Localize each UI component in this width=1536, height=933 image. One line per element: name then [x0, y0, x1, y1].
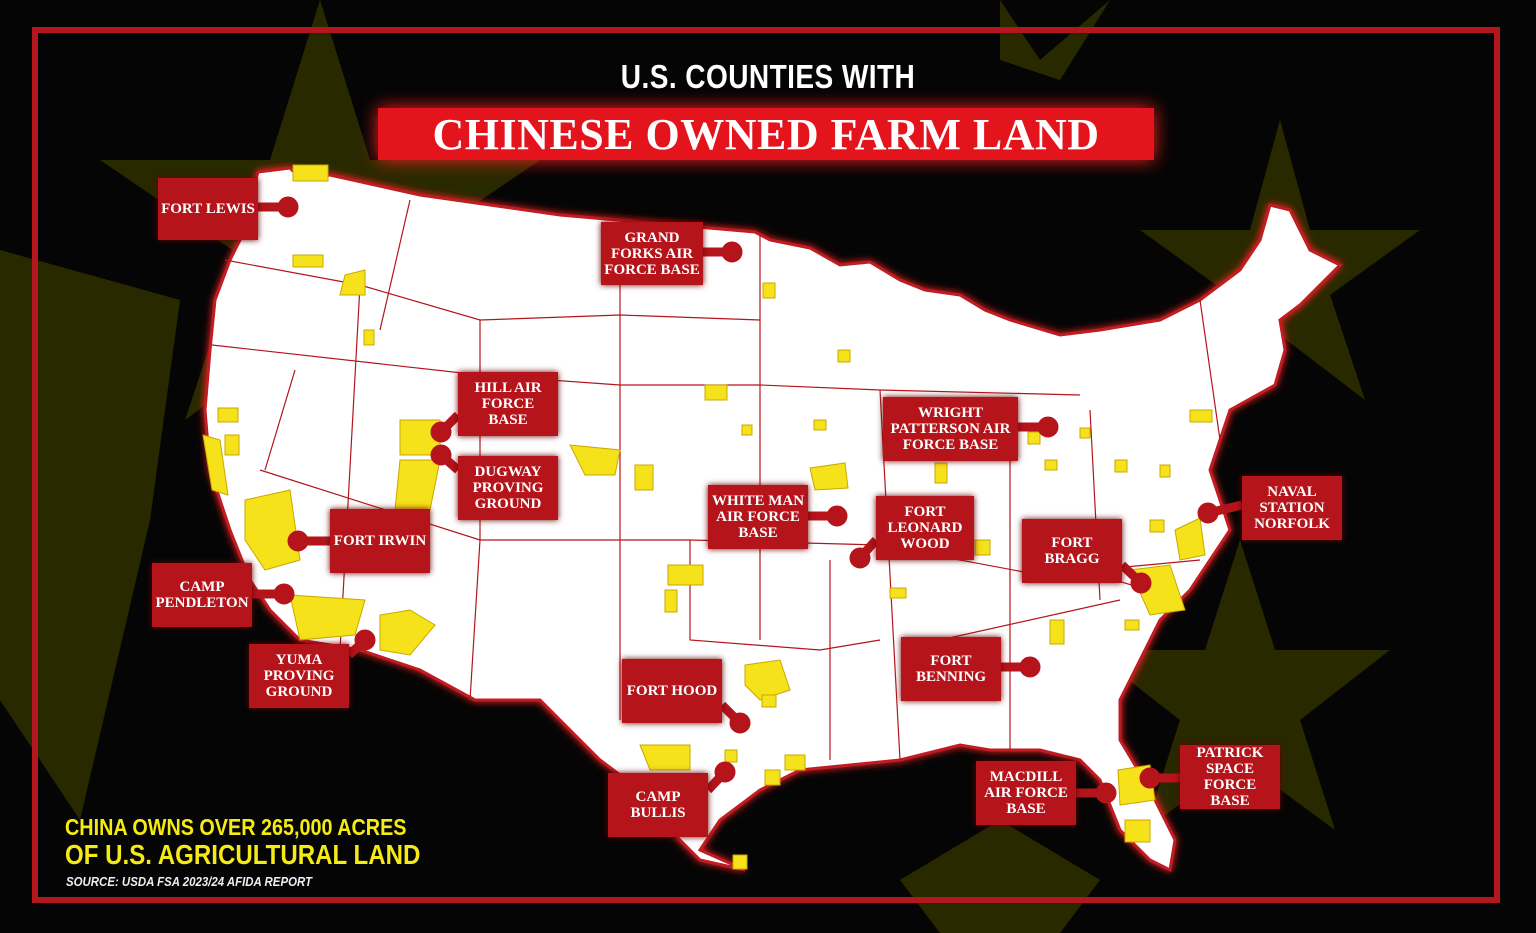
- subtitle: U.S. COUNTIES WITH: [620, 58, 916, 95]
- callout-fort-leonard-wood: FORT LEONARD WOOD: [876, 496, 974, 560]
- callout-fort-hood: FORT HOOD: [622, 659, 722, 723]
- callout-hill-afb: HILL AIR FORCE BASE: [458, 372, 558, 436]
- base-location-dot: [354, 629, 376, 651]
- base-location-dot: [714, 761, 736, 783]
- callout-whiteman-afb: WHITE MAN AIR FORCE BASE: [708, 485, 808, 549]
- flag-star: [1000, 0, 1110, 80]
- base-location-dot: [430, 421, 452, 443]
- callout-patrick-sfb: PATRICK SPACE FORCE BASE: [1180, 745, 1280, 809]
- flag-star: [0, 250, 180, 820]
- base-location-dot: [849, 547, 871, 569]
- callout-naval-station-norfolk: NAVAL STATION NORFOLK: [1242, 476, 1342, 540]
- callout-grand-forks: GRAND FORKS AIR FORCE BASE: [601, 222, 703, 285]
- callout-fort-benning: FORT BENNING: [901, 637, 1001, 701]
- callout-macdill-afb: MACDILL AIR FORCE BASE: [976, 761, 1076, 825]
- base-location-dot: [721, 241, 743, 263]
- flag-star: [1090, 540, 1390, 830]
- base-location-dot: [1037, 416, 1059, 438]
- base-location-dot: [287, 530, 309, 552]
- stat-line-1: CHINA OWNS OVER 265,000 ACRES: [65, 814, 407, 840]
- callout-fort-irwin: FORT IRWIN: [330, 509, 430, 573]
- base-location-dot: [1197, 502, 1219, 524]
- base-location-dot: [1019, 656, 1041, 678]
- title-banner: CHINESE OWNED FARM LAND: [378, 108, 1154, 160]
- callout-camp-pendleton: CAMP PENDLETON: [152, 563, 252, 627]
- acreage-statement: CHINA OWNS OVER 265,000 ACRES OF U.S. AG…: [65, 814, 478, 871]
- callout-camp-bullis: CAMP BULLIS: [608, 773, 708, 837]
- flag-star: [900, 820, 1100, 933]
- base-location-dot: [1130, 572, 1152, 594]
- callout-fort-lewis: FORT LEWIS: [158, 178, 258, 240]
- source-note: SOURCE: USDA FSA 2023/24 AFIDA REPORT: [66, 874, 313, 889]
- callout-wright-patterson: WRIGHT PATTERSON AIR FORCE BASE: [883, 397, 1018, 461]
- base-location-dot: [826, 505, 848, 527]
- callout-dugway: DUGWAY PROVING GROUND: [458, 456, 558, 520]
- stat-line-2: OF U.S. AGRICULTURAL LAND: [65, 839, 421, 870]
- base-location-dot: [1139, 767, 1161, 789]
- base-location-dot: [273, 583, 295, 605]
- base-location-dot: [430, 444, 452, 466]
- base-location-dot: [1095, 782, 1117, 804]
- page-title: CHINESE OWNED FARM LAND: [432, 109, 1100, 159]
- callout-yuma: YUMA PROVING GROUND: [249, 644, 349, 708]
- base-location-dot: [729, 712, 751, 734]
- red-frame: [32, 27, 1500, 903]
- callout-fort-bragg: FORT BRAGG: [1022, 519, 1122, 583]
- base-location-dot: [277, 196, 299, 218]
